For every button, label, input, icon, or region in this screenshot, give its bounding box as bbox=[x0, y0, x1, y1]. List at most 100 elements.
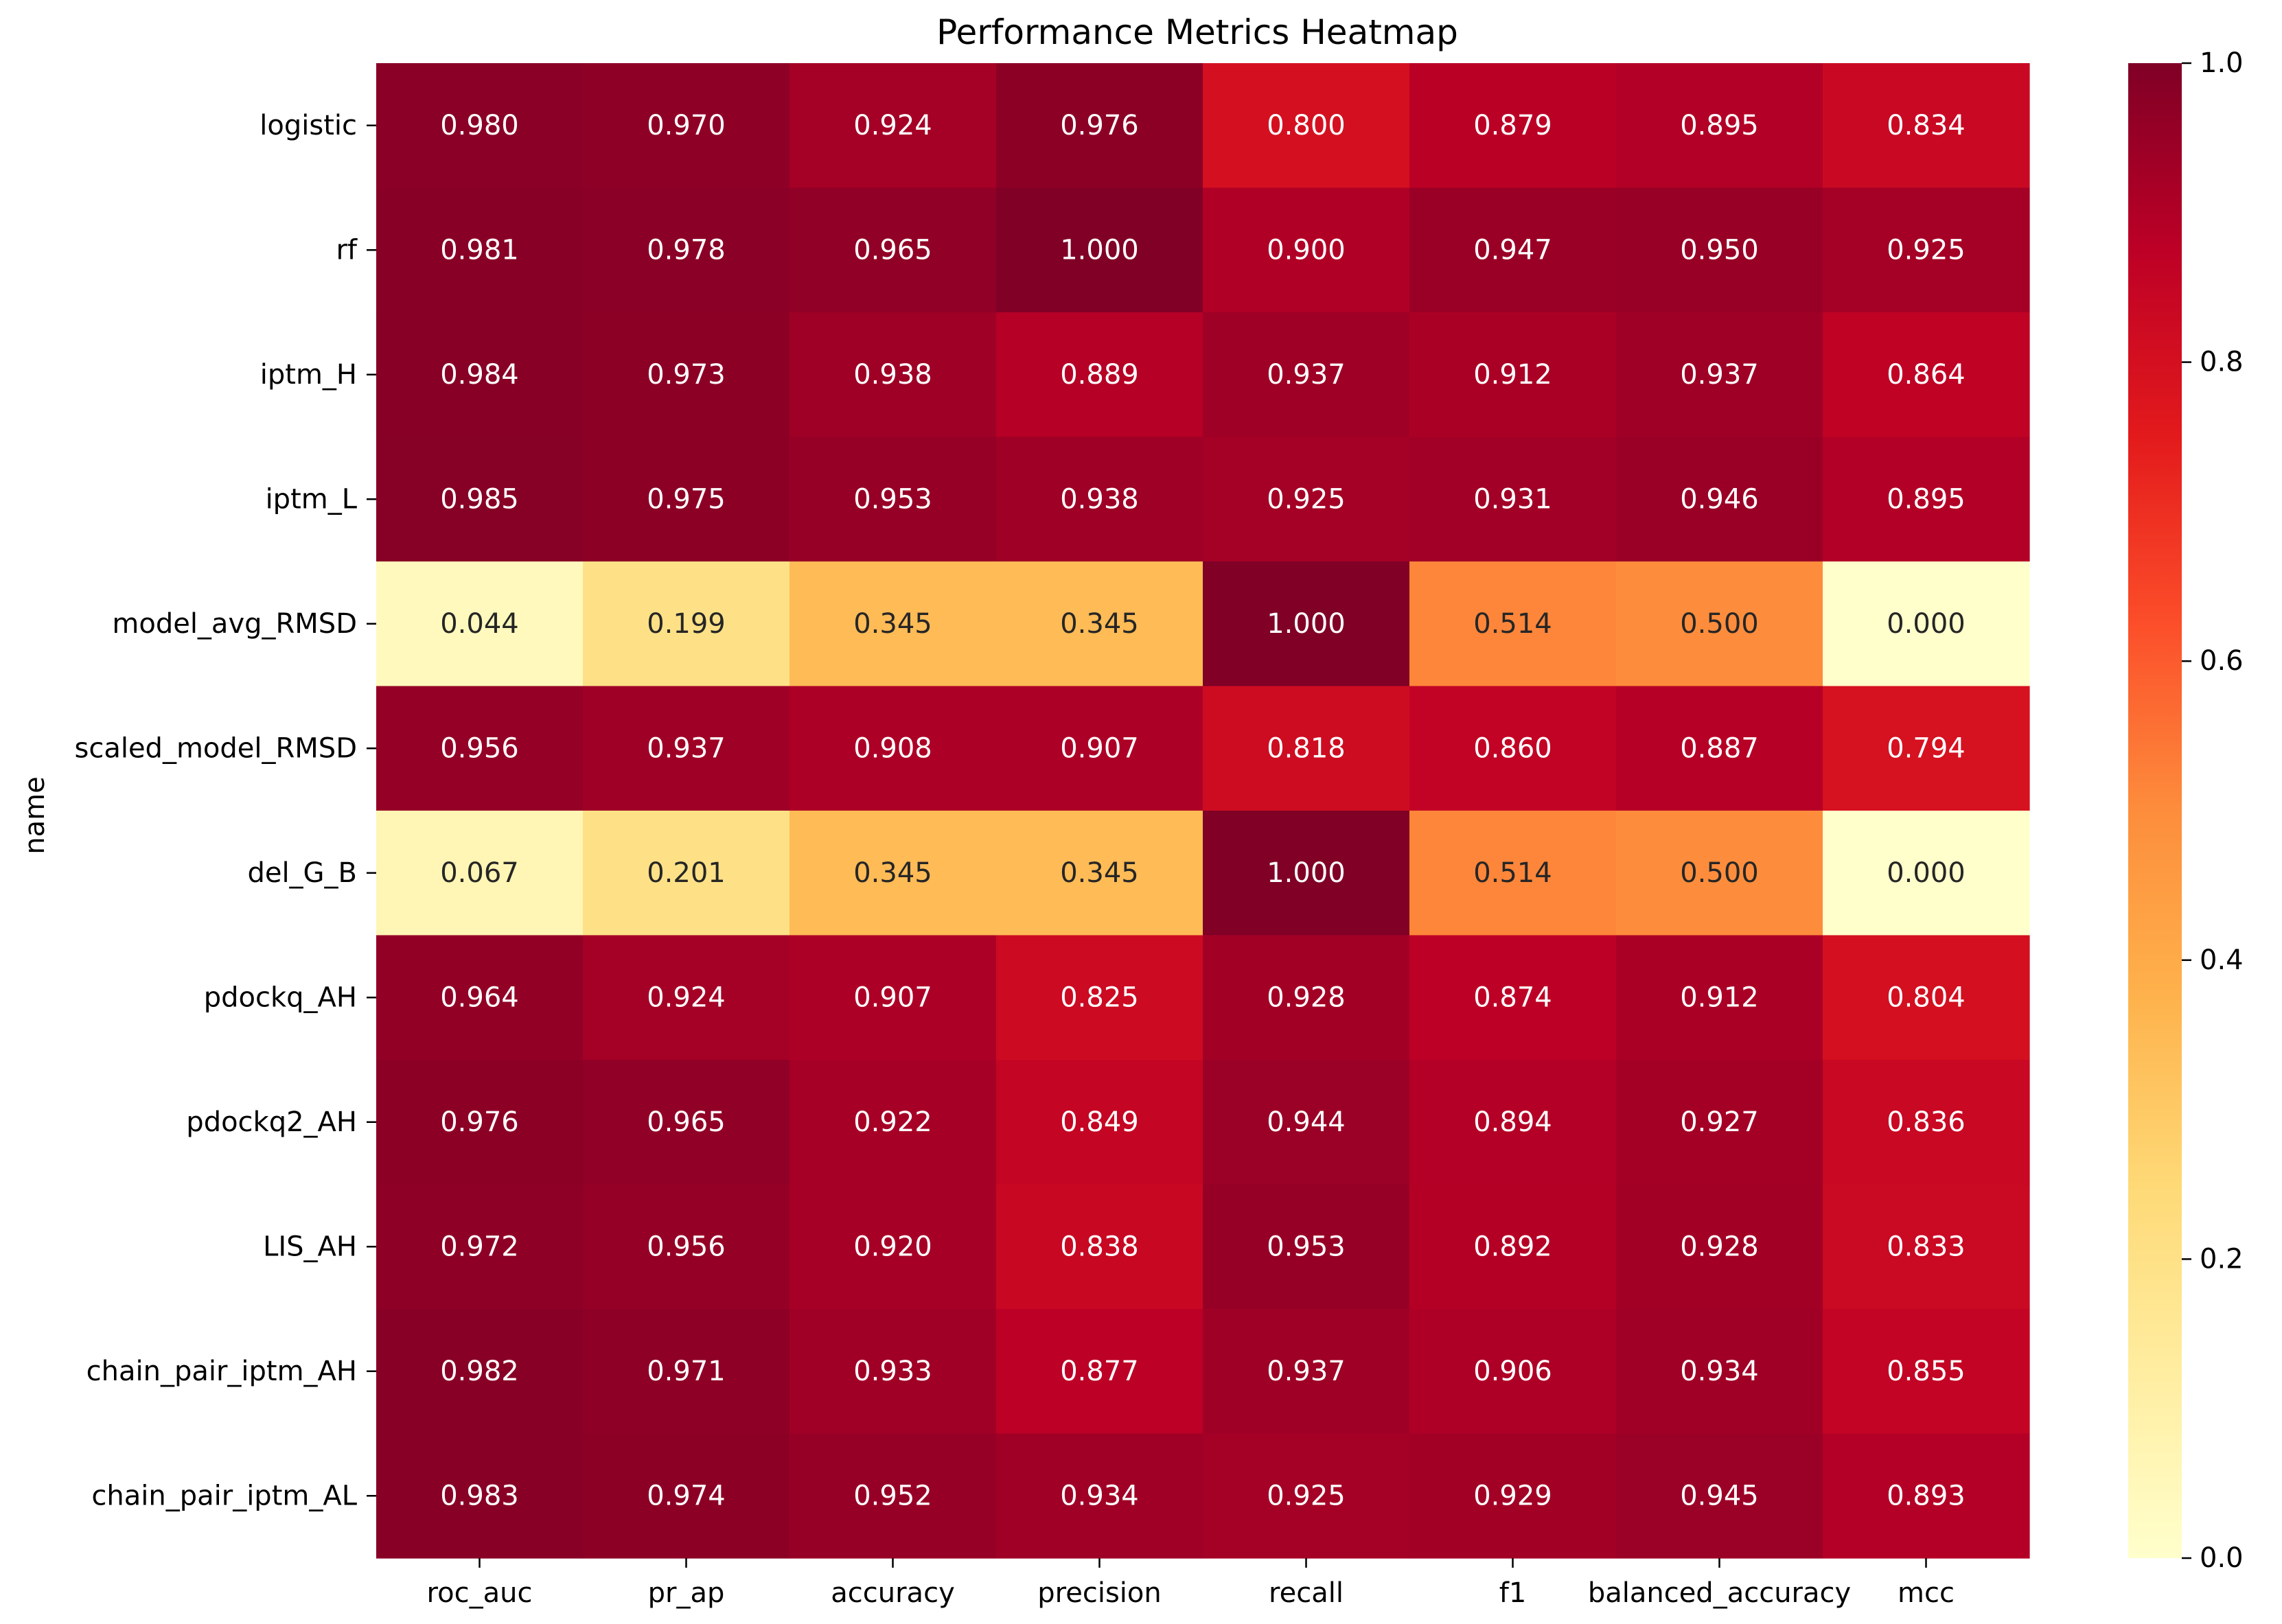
row-label-iptm-h: iptm_H bbox=[260, 359, 357, 391]
row-label-model-avg-rmsd: model_avg_RMSD bbox=[112, 608, 357, 640]
row-label-lis-ah: LIS_AH bbox=[263, 1231, 357, 1262]
cell-chain-pair-iptm-al-pr-ap bbox=[583, 1433, 790, 1559]
cell-lis-ah-roc-auc bbox=[376, 1184, 584, 1310]
cell-value-label: 0.965 bbox=[647, 1106, 726, 1138]
cell-chain-pair-iptm-al-recall bbox=[1203, 1433, 1410, 1559]
cell-value-label: 0.947 bbox=[1473, 234, 1552, 266]
cell-value-label: 0.953 bbox=[1267, 1231, 1346, 1262]
cell-value-label: 0.849 bbox=[1060, 1106, 1139, 1138]
cell-value-label: 0.925 bbox=[1267, 483, 1346, 515]
cell-lis-ah-pr-ap bbox=[583, 1184, 790, 1310]
cell-logistic-recall bbox=[1203, 63, 1410, 189]
cell-value-label: 0.985 bbox=[440, 483, 519, 515]
column-label-f1: f1 bbox=[1499, 1577, 1527, 1609]
cell-pdockq2-ah-f1 bbox=[1409, 1060, 1617, 1185]
cell-value-label: 0.973 bbox=[647, 359, 726, 391]
cell-pdockq2-ah-recall bbox=[1203, 1060, 1410, 1185]
cell-value-label: 0.974 bbox=[647, 1480, 726, 1511]
cell-pdockq2-ah-precision bbox=[996, 1060, 1203, 1185]
cell-scaled-model-rmsd-mcc bbox=[1823, 686, 2030, 811]
cell-value-label: 0.934 bbox=[1680, 1356, 1759, 1387]
cell-lis-ah-recall bbox=[1203, 1184, 1410, 1310]
cell-value-label: 0.934 bbox=[1060, 1480, 1139, 1511]
cell-pdockq-ah-accuracy bbox=[790, 935, 997, 1060]
cell-value-label: 0.946 bbox=[1680, 483, 1759, 515]
colorbar-tick-label: 0.8 bbox=[2200, 347, 2244, 378]
cell-model-avg-rmsd-mcc bbox=[1823, 561, 2030, 687]
cell-chain-pair-iptm-ah-balanced-accuracy bbox=[1616, 1309, 1823, 1435]
cell-pdockq-ah-precision bbox=[996, 935, 1203, 1060]
cell-iptm-l-mcc bbox=[1823, 437, 2030, 562]
colorbar-tick-label: 0.2 bbox=[2200, 1243, 2244, 1275]
cell-value-label: 0.345 bbox=[853, 857, 932, 889]
cell-value-label: 0.952 bbox=[853, 1480, 932, 1511]
cell-chain-pair-iptm-ah-mcc bbox=[1823, 1309, 2030, 1435]
cell-lis-ah-balanced-accuracy bbox=[1616, 1184, 1823, 1310]
row-label-chain-pair-iptm-al: chain_pair_iptm_AL bbox=[91, 1480, 357, 1511]
cell-pdockq-ah-recall bbox=[1203, 935, 1410, 1060]
cell-value-label: 0.956 bbox=[440, 732, 519, 764]
cell-model-avg-rmsd-pr-ap bbox=[583, 561, 790, 687]
cell-rf-balanced-accuracy bbox=[1616, 187, 1823, 313]
cell-model-avg-rmsd-balanced-accuracy bbox=[1616, 561, 1823, 687]
cell-value-label: 0.950 bbox=[1680, 234, 1759, 266]
cell-value-label: 0.931 bbox=[1473, 483, 1552, 515]
cell-value-label: 0.855 bbox=[1887, 1356, 1966, 1387]
cell-chain-pair-iptm-ah-pr-ap bbox=[583, 1309, 790, 1435]
cell-value-label: 0.929 bbox=[1473, 1480, 1552, 1511]
cell-del-g-b-mcc bbox=[1823, 811, 2030, 936]
cell-value-label: 0.944 bbox=[1267, 1106, 1346, 1138]
row-label-chain-pair-iptm-ah: chain_pair_iptm_AH bbox=[87, 1356, 357, 1387]
cell-value-label: 0.928 bbox=[1267, 982, 1346, 1013]
cell-value-label: 0.925 bbox=[1267, 1480, 1346, 1511]
cell-iptm-l-precision bbox=[996, 437, 1203, 562]
cell-value-label: 1.000 bbox=[1267, 608, 1346, 640]
cell-value-label: 0.345 bbox=[1060, 608, 1139, 640]
cell-del-g-b-roc-auc bbox=[376, 811, 584, 936]
cell-scaled-model-rmsd-accuracy bbox=[790, 686, 997, 811]
cell-iptm-h-balanced-accuracy bbox=[1616, 312, 1823, 438]
cell-value-label: 0.825 bbox=[1060, 982, 1139, 1013]
cell-value-label: 0.945 bbox=[1680, 1480, 1759, 1511]
cell-value-label: 0.920 bbox=[853, 1231, 932, 1262]
cell-iptm-l-f1 bbox=[1409, 437, 1617, 562]
cell-value-label: 0.864 bbox=[1887, 359, 1966, 391]
cell-value-label: 0.895 bbox=[1887, 483, 1966, 515]
cell-value-label: 0.894 bbox=[1473, 1106, 1552, 1138]
column-label-accuracy: accuracy bbox=[831, 1577, 954, 1609]
cell-value-label: 0.937 bbox=[1267, 359, 1346, 391]
colorbar-tick-label: 0.6 bbox=[2200, 645, 2244, 677]
column-tick-labels: roc_auc pr_ap accuracy precision recall f1 bal… bbox=[427, 1558, 1955, 1609]
cell-model-avg-rmsd-accuracy bbox=[790, 561, 997, 687]
cell-value-label: 0.970 bbox=[647, 110, 726, 141]
cell-value-label: 0.836 bbox=[1887, 1106, 1966, 1138]
column-label-balanced-accuracy: balanced_accuracy bbox=[1588, 1577, 1851, 1609]
cell-scaled-model-rmsd-f1 bbox=[1409, 686, 1617, 811]
cell-value-label: 0.514 bbox=[1473, 608, 1552, 640]
cell-del-g-b-pr-ap bbox=[583, 811, 790, 936]
cell-lis-ah-f1 bbox=[1409, 1184, 1617, 1310]
cell-rf-pr-ap bbox=[583, 187, 790, 313]
cell-scaled-model-rmsd-roc-auc bbox=[376, 686, 584, 811]
cell-chain-pair-iptm-ah-f1 bbox=[1409, 1309, 1617, 1435]
cell-value-label: 0.924 bbox=[647, 982, 726, 1013]
colorbar-tick-label: 1.0 bbox=[2200, 47, 2244, 79]
cell-logistic-roc-auc bbox=[376, 63, 584, 189]
cell-value-label: 0.938 bbox=[1060, 483, 1139, 515]
cell-value-label: 0.956 bbox=[647, 1231, 726, 1262]
cell-value-label: 0.937 bbox=[1267, 1356, 1346, 1387]
cell-value-label: 0.834 bbox=[1887, 110, 1966, 141]
cell-value-label: 0.980 bbox=[440, 110, 519, 141]
cell-value-label: 0.908 bbox=[853, 732, 932, 764]
cell-model-avg-rmsd-precision bbox=[996, 561, 1203, 687]
cell-value-label: 0.794 bbox=[1887, 732, 1966, 764]
cell-value-label: 0.907 bbox=[853, 982, 932, 1013]
cell-pdockq2-ah-balanced-accuracy bbox=[1616, 1060, 1823, 1185]
cell-value-label: 0.874 bbox=[1473, 982, 1552, 1013]
cell-scaled-model-rmsd-balanced-accuracy bbox=[1616, 686, 1823, 811]
cell-value-label: 0.925 bbox=[1887, 234, 1966, 266]
cell-value-label: 0.833 bbox=[1887, 1231, 1966, 1262]
cell-value-label: 0.972 bbox=[440, 1231, 519, 1262]
cell-rf-mcc bbox=[1823, 187, 2030, 313]
row-label-pdockq2-ah: pdockq2_AH bbox=[186, 1106, 357, 1138]
